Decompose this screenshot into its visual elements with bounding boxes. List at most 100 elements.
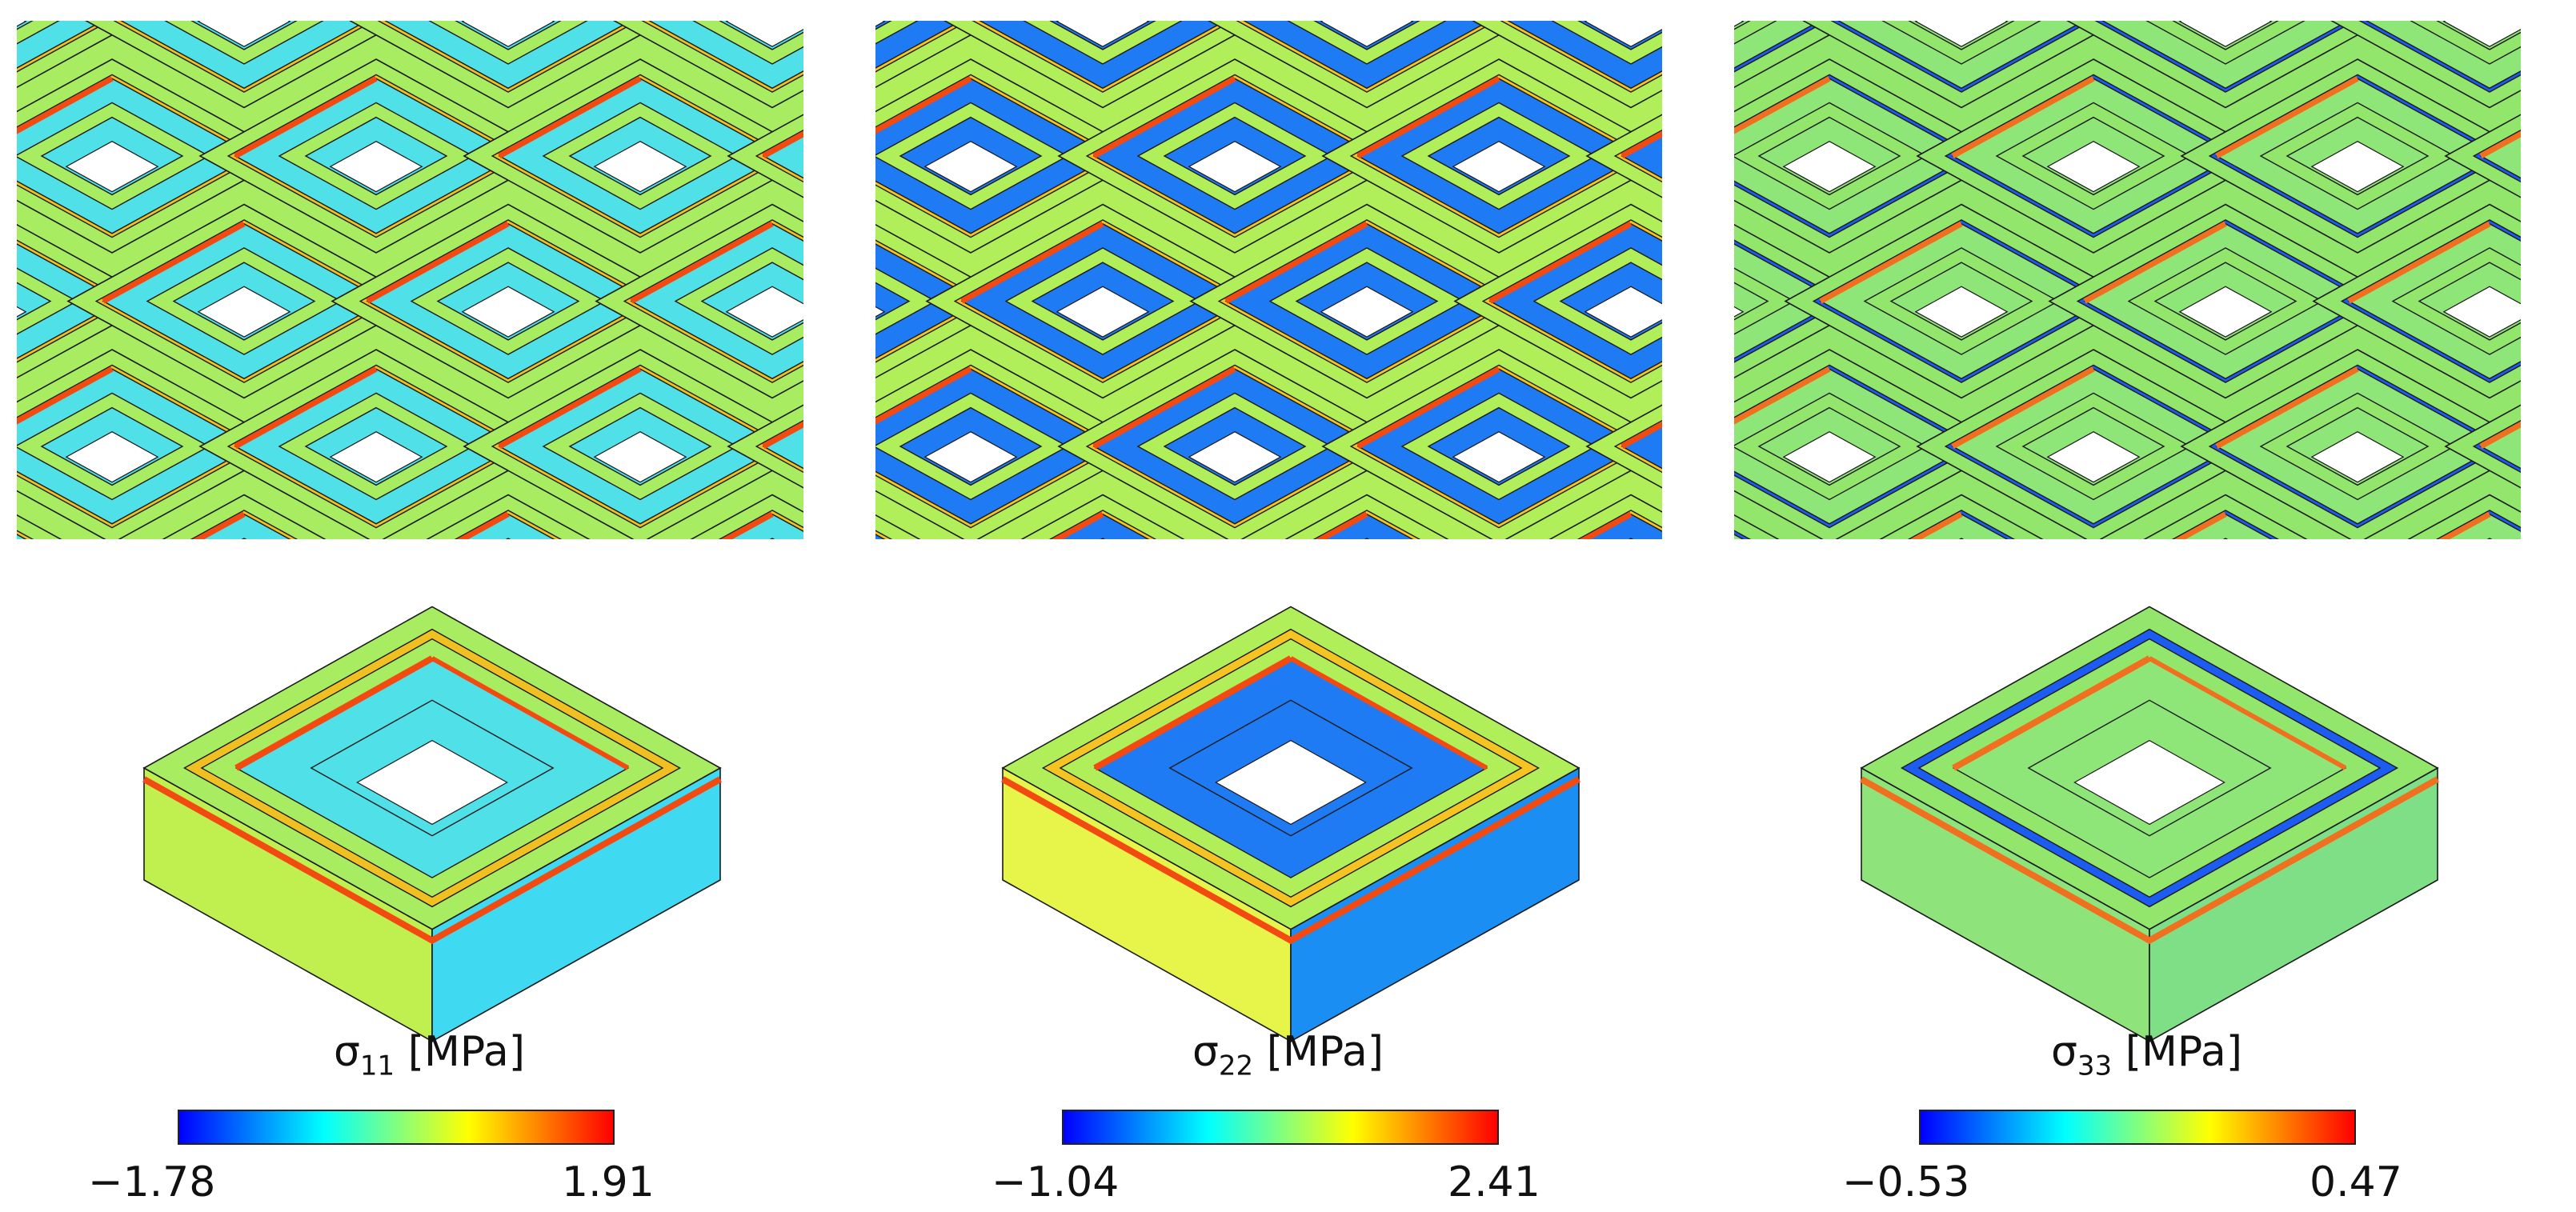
sigma11-cell-outer — [16, 514, 64, 540]
sigma22-cell-inner-well — [1560, 553, 1701, 630]
sigma22-colorbar-title: σ22 [MPa] — [859, 1028, 1717, 1082]
sigma33-colorbar — [1919, 1110, 2356, 1145]
sigma11-cell-hot-edge — [102, 221, 246, 304]
sigma22-cell-inner — [1666, 393, 1717, 499]
sigma22-cell-hot-edge — [1488, 221, 1633, 304]
sigma11-cell-inner — [0, 538, 77, 645]
sigma11-cell-hot-edge — [16, 366, 114, 426]
sigma22-block-edge-band — [1001, 776, 1580, 945]
sigma22-cell-hot-edge — [1621, 420, 1663, 450]
sigma33-cell-hole — [2442, 286, 2522, 338]
sigma11-cell-hot-edge — [631, 0, 772, 11]
sigma22-cell-hot-edge — [1050, 511, 1104, 540]
sigma22-cell-well — [875, 533, 887, 540]
sigma11-lattice — [0, 0, 859, 645]
sigma22-unit: [MPa] — [1266, 1028, 1384, 1076]
sigma11-cell-hot-edge — [498, 76, 642, 159]
sigma33-colorbar-title: σ33 [MPa] — [1717, 1028, 2576, 1082]
sigma11-min-label: −1.78 — [88, 1158, 216, 1206]
sigma33-cell-hole — [1914, 20, 2009, 47]
sigma11-cell-hole — [593, 141, 687, 193]
sigma33-cell-hot-edge — [1909, 511, 1963, 540]
sigma11-lattice-frame — [15, 19, 805, 541]
sigma22-max-label: 2.41 — [1448, 1158, 1540, 1206]
sigma11-cell-inner-well — [174, 553, 314, 630]
sigma22-cell-inner — [859, 538, 935, 645]
sigma22-cell-inner-well — [1693, 118, 1717, 195]
sigma22-cell-hole — [1452, 431, 1546, 483]
sigma33-block-hot-edge-2 — [2148, 656, 2347, 770]
sigma11-cell-hole — [461, 286, 555, 338]
sigma11-colorbar — [178, 1110, 615, 1145]
sigma33-cell-inner — [1733, 20, 1779, 46]
sigma22-colorbar — [1062, 1110, 1499, 1145]
sigma33-cell-hot-edge — [2479, 130, 2522, 159]
sigma11-cell-hot-edge — [455, 511, 510, 540]
sigma22-block-hot-edge — [1093, 655, 1292, 771]
sigma11-cell-hot-edge — [367, 0, 508, 11]
sigma33-cell-hot-edge — [1821, 0, 1961, 11]
sigma11-cell-well — [459, 513, 557, 540]
sigma22-lattice-frame — [874, 19, 1664, 541]
sigma33-cell-well — [1913, 513, 2010, 540]
sigma33-cell-hot-edge — [1951, 76, 2095, 159]
sigma22-cell-well — [1054, 513, 1152, 540]
sigma11-cell-hole — [65, 141, 159, 193]
sigma22-cell-hole — [1585, 577, 1677, 627]
sigma22-cell-hot-edge — [875, 76, 972, 135]
sigma33-cell-well — [2441, 513, 2522, 540]
sigma11-cell-hot-edge — [191, 511, 246, 540]
sigma33-field — [1733, 0, 2576, 1042]
sigma22-cell-inner-well — [1693, 408, 1717, 486]
sigma33-cell-hole — [2444, 577, 2535, 627]
sigma22-cell-outer — [875, 514, 923, 540]
sigma22-cell-hot-edge — [1356, 76, 1500, 159]
sigma22-cell-hot-edge — [1578, 511, 1633, 540]
sigma11-unit: [MPa] — [407, 1028, 526, 1076]
sigma11-cell-hole — [593, 431, 687, 483]
sigma33-cell-inner-well — [2155, 553, 2296, 630]
sigma22-cell-hole — [875, 306, 886, 318]
sigma11-cell-hole — [461, 20, 555, 47]
sigma33-block-hot-edge — [1952, 655, 2151, 771]
sigma33-block-edge-band — [1860, 776, 2439, 945]
sigma11-subscript: 11 — [359, 1050, 395, 1082]
sigma33-cell-hole — [1782, 431, 1877, 483]
sigma33-cell-hole — [2310, 431, 2405, 483]
sigma33-block-hole — [2073, 739, 2225, 826]
sigma33-cell-well — [2479, 133, 2522, 179]
sigma33-cell-hole — [2178, 286, 2273, 338]
sigma11-cell-hole — [16, 20, 27, 28]
sigma22-cell-hot-edge — [1621, 130, 1663, 159]
sigma22-cell-hole — [859, 577, 884, 627]
sigma11-panel: σ11 [MPa] −1.78 1.91 — [0, 0, 859, 1212]
sigma33-cell-inner — [2525, 393, 2576, 499]
sigma11-cell-hot-edge — [498, 366, 642, 450]
sigma11-cell-inner — [16, 20, 62, 46]
sigma11-max-label: 1.91 — [562, 1158, 655, 1206]
sigma22-cell-hole — [1584, 286, 1663, 338]
sigma22-block-hole — [1215, 739, 1367, 826]
sigma22-cell-hole — [1056, 286, 1150, 338]
sigma22-cell-hole — [1321, 577, 1412, 627]
sigma22-cell-hot-edge — [962, 0, 1103, 11]
sigma11-cell-inner-well — [0, 553, 50, 630]
sigma11-block-hot-edge-2 — [431, 656, 630, 770]
sigma11-cell-hole — [197, 20, 291, 47]
sigma22-cell-inner — [875, 20, 920, 46]
sigma22-cell-hot-edge — [875, 366, 972, 426]
sigma22-cell-inner-well — [859, 553, 909, 630]
sigma11-cell-inner-well — [834, 408, 859, 486]
sigma22-cell-hot-edge — [1224, 221, 1368, 304]
sigma33-cell-hot-edge — [2349, 0, 2490, 11]
sigma33-cell-well — [2479, 423, 2522, 470]
sigma22-cell-hole — [923, 431, 1018, 483]
sigma11-cell-inner — [239, 538, 249, 540]
sigma11-cell-hot-edge — [103, 0, 244, 11]
sigma33-cell-hole — [2442, 20, 2522, 47]
sigma33-cell-hot-edge — [2347, 221, 2491, 304]
sigma33-cell-inner-well — [2551, 408, 2576, 486]
sigma33-cell-hot-edge — [1819, 221, 1963, 304]
sigma11-cell-hole — [727, 577, 818, 627]
sigma33-cell-hot-edge — [2215, 366, 2359, 450]
